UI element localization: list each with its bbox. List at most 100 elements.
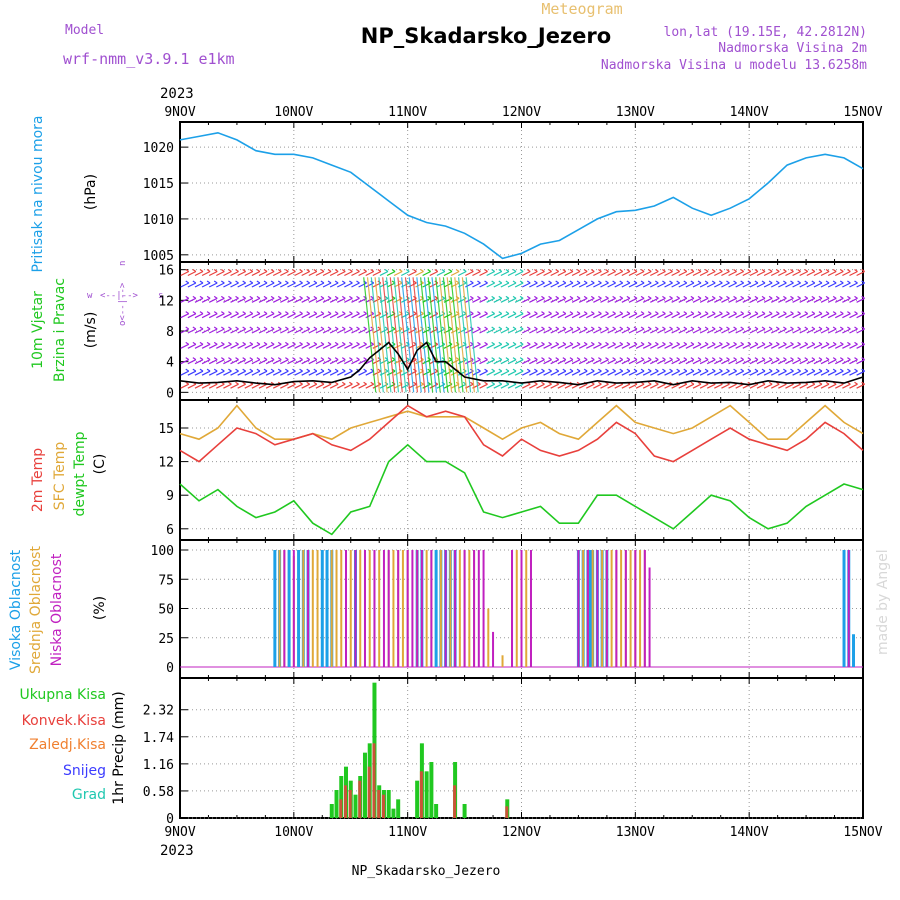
wind-arrow xyxy=(479,270,488,277)
wind-arrow xyxy=(237,343,246,349)
wind-arrow-storm xyxy=(393,277,407,393)
wind-arrow-head xyxy=(719,269,723,272)
wind-arrow xyxy=(265,297,275,303)
wind-arrow xyxy=(586,282,595,288)
wind-arrow-head xyxy=(285,368,289,372)
wind-arrow-head xyxy=(590,295,595,299)
wind-arrow xyxy=(699,343,709,349)
wind-arrow-head xyxy=(548,280,552,284)
wind-arrow xyxy=(614,313,624,319)
wind-arrow xyxy=(650,328,659,334)
wind-arrow-head xyxy=(242,269,246,272)
wind-arrow xyxy=(280,282,289,288)
wind-arrow-head xyxy=(598,368,602,372)
wind-arrow-head xyxy=(818,280,823,284)
wind-arrow-head xyxy=(711,357,716,361)
wind-arrow-head xyxy=(569,341,574,345)
wind-arrow-head xyxy=(277,341,282,345)
wind-arrow xyxy=(735,297,744,303)
wind-arrow xyxy=(230,359,239,365)
wind-arrow xyxy=(763,343,773,349)
wind-arrow-head xyxy=(598,341,602,345)
wind-arrow-head xyxy=(790,368,794,372)
wind-arrow xyxy=(265,343,275,349)
wind-arrow-head xyxy=(199,269,204,272)
wind-arrow xyxy=(272,328,282,334)
wind-arrow xyxy=(265,282,275,288)
wind-arrow xyxy=(244,359,254,365)
wind-arrow-head xyxy=(356,280,360,284)
wind-arrow-head xyxy=(220,280,225,284)
wind-arrow-head xyxy=(562,280,567,284)
wind-arrow-head xyxy=(747,368,752,372)
wind-arrow-head xyxy=(320,311,325,315)
wind-arrow xyxy=(642,270,652,277)
wind-arrow xyxy=(536,328,545,334)
wind-arrow xyxy=(457,328,467,334)
wind-arrow-head xyxy=(598,357,602,361)
wind-arrow xyxy=(664,328,673,334)
wind-arrow xyxy=(372,270,382,277)
wind-unit: (m/s) xyxy=(83,312,99,349)
wind-arrow-head xyxy=(192,326,197,330)
wind-arrow-head xyxy=(228,295,232,299)
wind-arrow-head xyxy=(783,280,787,284)
wind-arrow-head xyxy=(775,326,780,330)
wind-arrow-head xyxy=(583,311,588,315)
wind-arrow-head xyxy=(185,368,190,372)
wind-arrow-head xyxy=(228,311,232,315)
wind-arrow xyxy=(756,297,766,303)
wind-arrow xyxy=(706,313,716,319)
wind-arrow xyxy=(550,343,559,349)
wind-arrow-head xyxy=(811,341,816,345)
wind-arrow-head xyxy=(861,280,865,284)
wind-arrow xyxy=(799,313,808,319)
wind-arrow xyxy=(486,359,495,365)
wind-arrow-head xyxy=(647,357,652,361)
wind-arrow xyxy=(835,313,844,319)
wind-arrow-head xyxy=(754,341,759,345)
wind-arrow xyxy=(813,370,823,376)
wind-arrow-head xyxy=(199,280,204,284)
precip-bar xyxy=(434,804,439,818)
wind-arrow-head xyxy=(825,341,830,345)
wind-arrow-head xyxy=(341,326,346,330)
wind-arrow-head xyxy=(320,280,325,284)
wind-arrow-head xyxy=(740,326,745,330)
wind-arrow xyxy=(842,343,851,349)
wind-arrow xyxy=(543,313,552,319)
wind-arrow xyxy=(842,383,851,389)
wind-arrow-head xyxy=(334,368,339,372)
wind-arrow xyxy=(208,297,218,303)
wind-arrow-head xyxy=(484,368,488,372)
wind-arrow-head xyxy=(669,269,673,272)
wind-arrow xyxy=(835,343,844,349)
wind-arrow-head xyxy=(676,311,680,315)
wind-arrow xyxy=(856,328,865,334)
wind-arrow-head xyxy=(270,311,275,315)
wind-arrow xyxy=(799,359,808,365)
wind-arrow-head xyxy=(292,341,296,345)
wind-arrow xyxy=(621,297,631,303)
wind-arrow-head xyxy=(270,326,275,330)
wind-arrow-head xyxy=(676,357,680,361)
wind-arrow xyxy=(763,282,773,288)
wind-arrow xyxy=(365,270,374,277)
wind-arrow xyxy=(635,383,645,389)
wind-arrow-head xyxy=(676,269,680,272)
precip-panel: 2.321.741.160.580 xyxy=(143,677,864,827)
wind-arrow-head xyxy=(377,269,382,272)
wind-arrow-head xyxy=(847,326,851,330)
wind-arrow-head xyxy=(484,381,488,385)
wind-arrow xyxy=(571,343,581,349)
wind-arrow xyxy=(351,313,360,319)
wind-arrow xyxy=(650,270,659,277)
wind-arrow xyxy=(507,370,517,376)
wind-arrow xyxy=(294,383,303,389)
wind-arrow-head xyxy=(469,311,474,315)
wind-arrow-head xyxy=(619,357,624,361)
y-tick-label: 12 xyxy=(158,294,174,309)
wind-arrow xyxy=(792,270,801,277)
wind-arrow-head xyxy=(356,326,360,330)
wind-arrow xyxy=(429,383,439,389)
